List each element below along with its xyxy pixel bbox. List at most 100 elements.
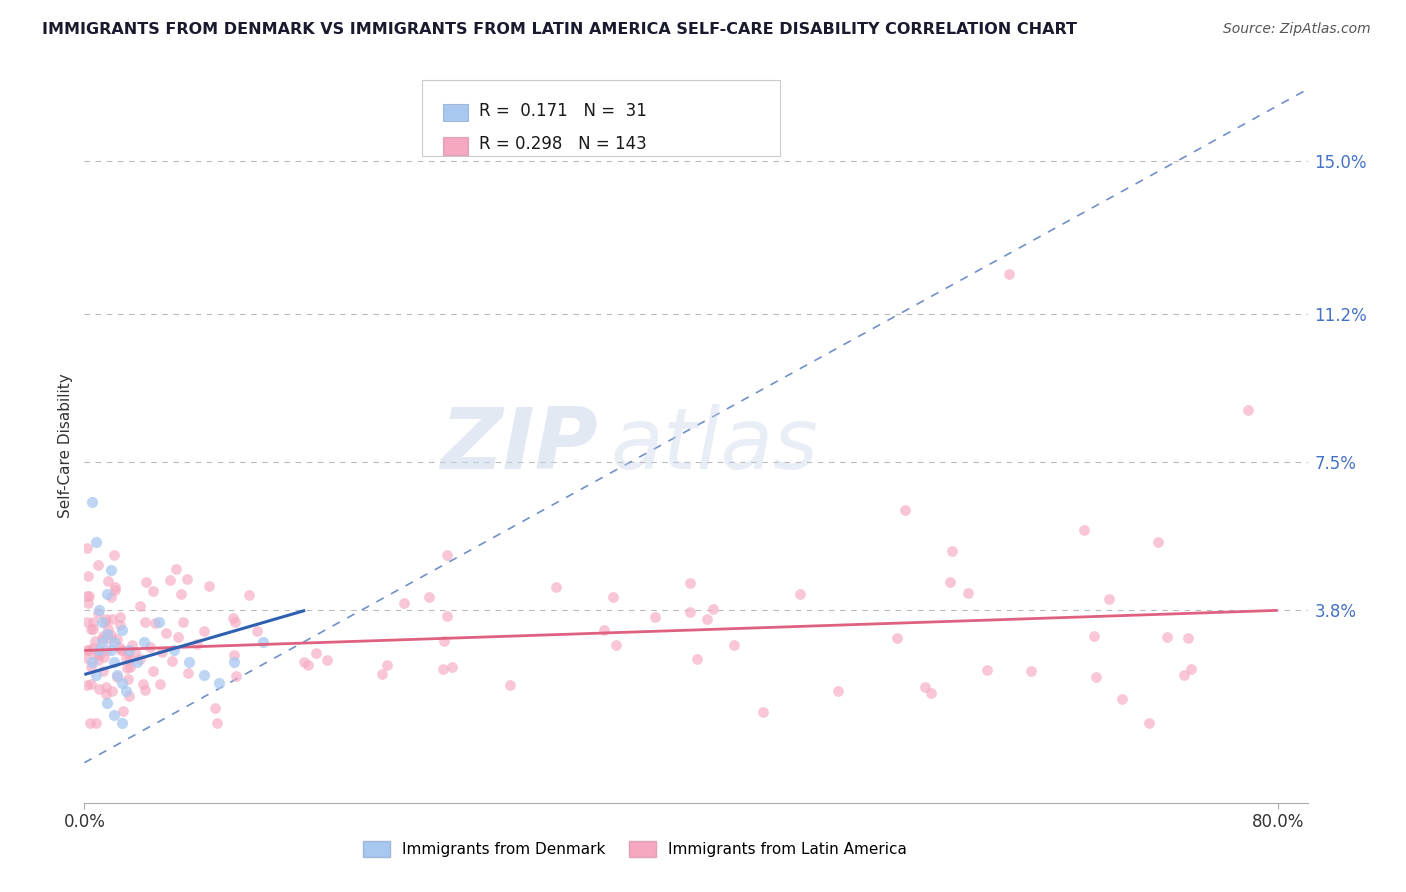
Point: [165, 562, 187, 576]
Point: [142, 665, 165, 679]
Point: [98, 632, 121, 646]
Point: [79, 643, 101, 657]
Point: [117, 672, 139, 686]
Y-axis label: Self-Care Disability: Self-Care Disability: [58, 374, 73, 518]
Point: [1156, 630, 1178, 644]
Point: [89, 682, 111, 697]
Point: [305, 646, 328, 660]
Point: [134, 615, 156, 629]
Point: [644, 609, 666, 624]
Point: [998, 267, 1021, 281]
Legend: Immigrants from Denmark, Immigrants from Latin America: Immigrants from Denmark, Immigrants from…: [356, 835, 914, 863]
Point: [1098, 591, 1121, 606]
Point: [592, 623, 614, 637]
Point: [103, 548, 125, 562]
Point: [96, 696, 118, 710]
Point: [100, 590, 122, 604]
Point: [107, 632, 129, 647]
Point: [150, 645, 173, 659]
Point: [238, 588, 260, 602]
Point: [96, 587, 118, 601]
Text: IMMIGRANTS FROM DENMARK VS IMMIGRANTS FROM LATIN AMERICA SELF-CARE DISABILITY CO: IMMIGRANTS FROM DENMARK VS IMMIGRANTS FR…: [42, 22, 1077, 37]
Point: [436, 608, 458, 623]
Point: [142, 584, 165, 599]
Point: [111, 715, 134, 730]
Point: [204, 700, 226, 714]
Point: [80, 660, 103, 674]
Point: [686, 651, 709, 665]
Point: [90, 632, 112, 646]
Point: [222, 656, 245, 670]
Point: [1173, 668, 1195, 682]
Point: [80, 622, 103, 636]
Point: [789, 587, 811, 601]
Point: [110, 610, 132, 624]
Point: [394, 596, 416, 610]
Point: [91, 629, 114, 643]
Point: [76, 615, 98, 629]
Point: [94, 687, 117, 701]
Point: [97, 574, 120, 588]
Point: [155, 626, 177, 640]
Point: [124, 644, 146, 658]
Point: [89, 643, 111, 657]
Point: [104, 580, 127, 594]
Point: [723, 638, 745, 652]
Point: [1083, 630, 1105, 644]
Point: [135, 574, 157, 589]
Point: [76, 589, 98, 603]
Point: [886, 631, 908, 645]
Point: [138, 640, 160, 654]
Point: [976, 663, 998, 677]
Point: [82, 615, 104, 630]
Point: [207, 675, 229, 690]
Point: [176, 572, 198, 586]
Point: [115, 683, 138, 698]
Point: [1180, 662, 1202, 676]
Point: [80, 677, 103, 691]
Point: [93, 649, 115, 664]
Point: [120, 651, 142, 665]
Point: [86, 647, 108, 661]
Point: [115, 661, 138, 675]
Point: [375, 657, 398, 672]
Point: [108, 617, 131, 632]
Point: [546, 580, 568, 594]
Point: [94, 680, 117, 694]
Point: [105, 667, 128, 681]
Point: [602, 591, 624, 605]
Text: atlas: atlas: [610, 404, 818, 488]
Point: [114, 651, 136, 665]
Point: [84, 715, 107, 730]
Text: R = 0.298   N = 143: R = 0.298 N = 143: [479, 136, 647, 153]
Point: [80, 656, 103, 670]
Point: [118, 689, 141, 703]
Point: [103, 635, 125, 649]
Point: [120, 660, 142, 674]
Point: [89, 648, 111, 662]
Point: [76, 651, 98, 665]
Point: [224, 615, 246, 630]
Point: [143, 616, 166, 631]
Point: [193, 624, 215, 638]
Point: [80, 495, 103, 509]
Point: [94, 611, 117, 625]
Point: [104, 583, 127, 598]
Point: [111, 643, 134, 657]
Point: [97, 622, 120, 636]
Point: [914, 680, 936, 694]
Point: [292, 655, 315, 669]
Point: [76, 568, 98, 582]
Point: [100, 628, 122, 642]
Point: [117, 646, 139, 660]
Point: [696, 612, 718, 626]
Point: [162, 654, 184, 668]
Point: [702, 602, 724, 616]
Point: [96, 627, 118, 641]
Point: [82, 640, 104, 655]
Point: [1019, 664, 1042, 678]
Point: [246, 624, 269, 638]
Point: [172, 615, 194, 630]
Point: [222, 648, 245, 663]
Text: ZIP: ZIP: [440, 404, 598, 488]
